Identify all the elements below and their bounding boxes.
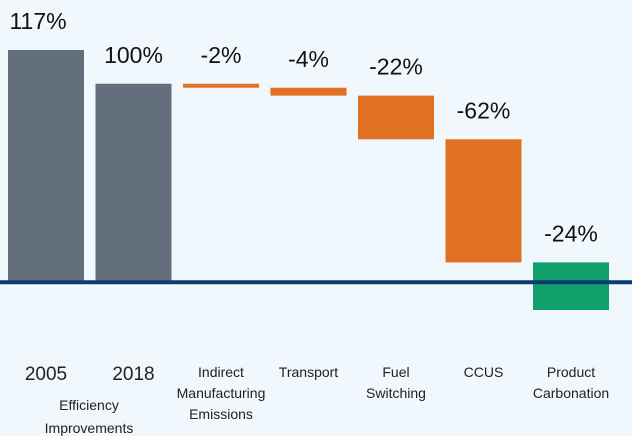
- category-label: Transport: [278, 364, 339, 380]
- value-label: 117%: [9, 8, 66, 34]
- category-label: Fuel Switching: [366, 364, 426, 401]
- value-label: -4%: [288, 46, 329, 72]
- bar: [8, 50, 84, 283]
- value-label: 100%: [104, 42, 163, 68]
- category-label: 2005: [24, 364, 68, 385]
- value-label: -22%: [369, 54, 423, 80]
- annotation: Efficiency Improvements: [44, 397, 134, 436]
- category-label: 2018: [112, 364, 155, 385]
- bar: [358, 95, 434, 140]
- category-label: Indirect Manufacturing Emissions: [176, 364, 266, 422]
- bar: [183, 83, 259, 88]
- value-label: -24%: [544, 220, 598, 246]
- value-label: -2%: [201, 42, 242, 68]
- category-label: CCUS: [463, 364, 504, 380]
- bar: [270, 87, 347, 96]
- category-label: Product Carbonation: [532, 364, 610, 401]
- value-label: -62%: [457, 97, 511, 123]
- bar: [445, 139, 522, 263]
- bar: [533, 262, 609, 310]
- bar: [95, 83, 172, 283]
